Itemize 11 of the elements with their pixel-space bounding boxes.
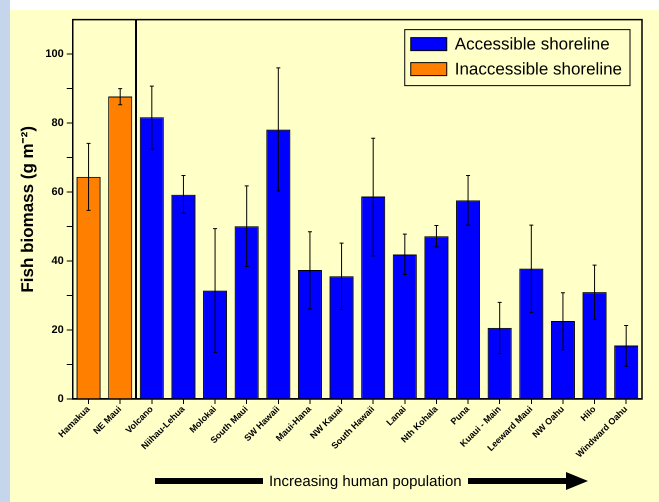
legend-label: Inaccessible shoreline bbox=[454, 59, 622, 78]
y-tick-label: 80 bbox=[52, 117, 64, 130]
y-tick-label: 100 bbox=[45, 48, 64, 60]
y-tick-label: 20 bbox=[52, 324, 64, 336]
y-axis-title: Fish biomass (g m⁻²) bbox=[18, 126, 37, 293]
x-tick-label: Hilo bbox=[578, 404, 598, 423]
text: Increasing human population bbox=[268, 472, 463, 490]
y-tick-label: 40 bbox=[52, 255, 64, 268]
legend-label: Accessible shoreline bbox=[454, 34, 610, 54]
y-tick-label: 0 bbox=[58, 393, 64, 406]
y-tick-label: 60 bbox=[52, 186, 64, 198]
